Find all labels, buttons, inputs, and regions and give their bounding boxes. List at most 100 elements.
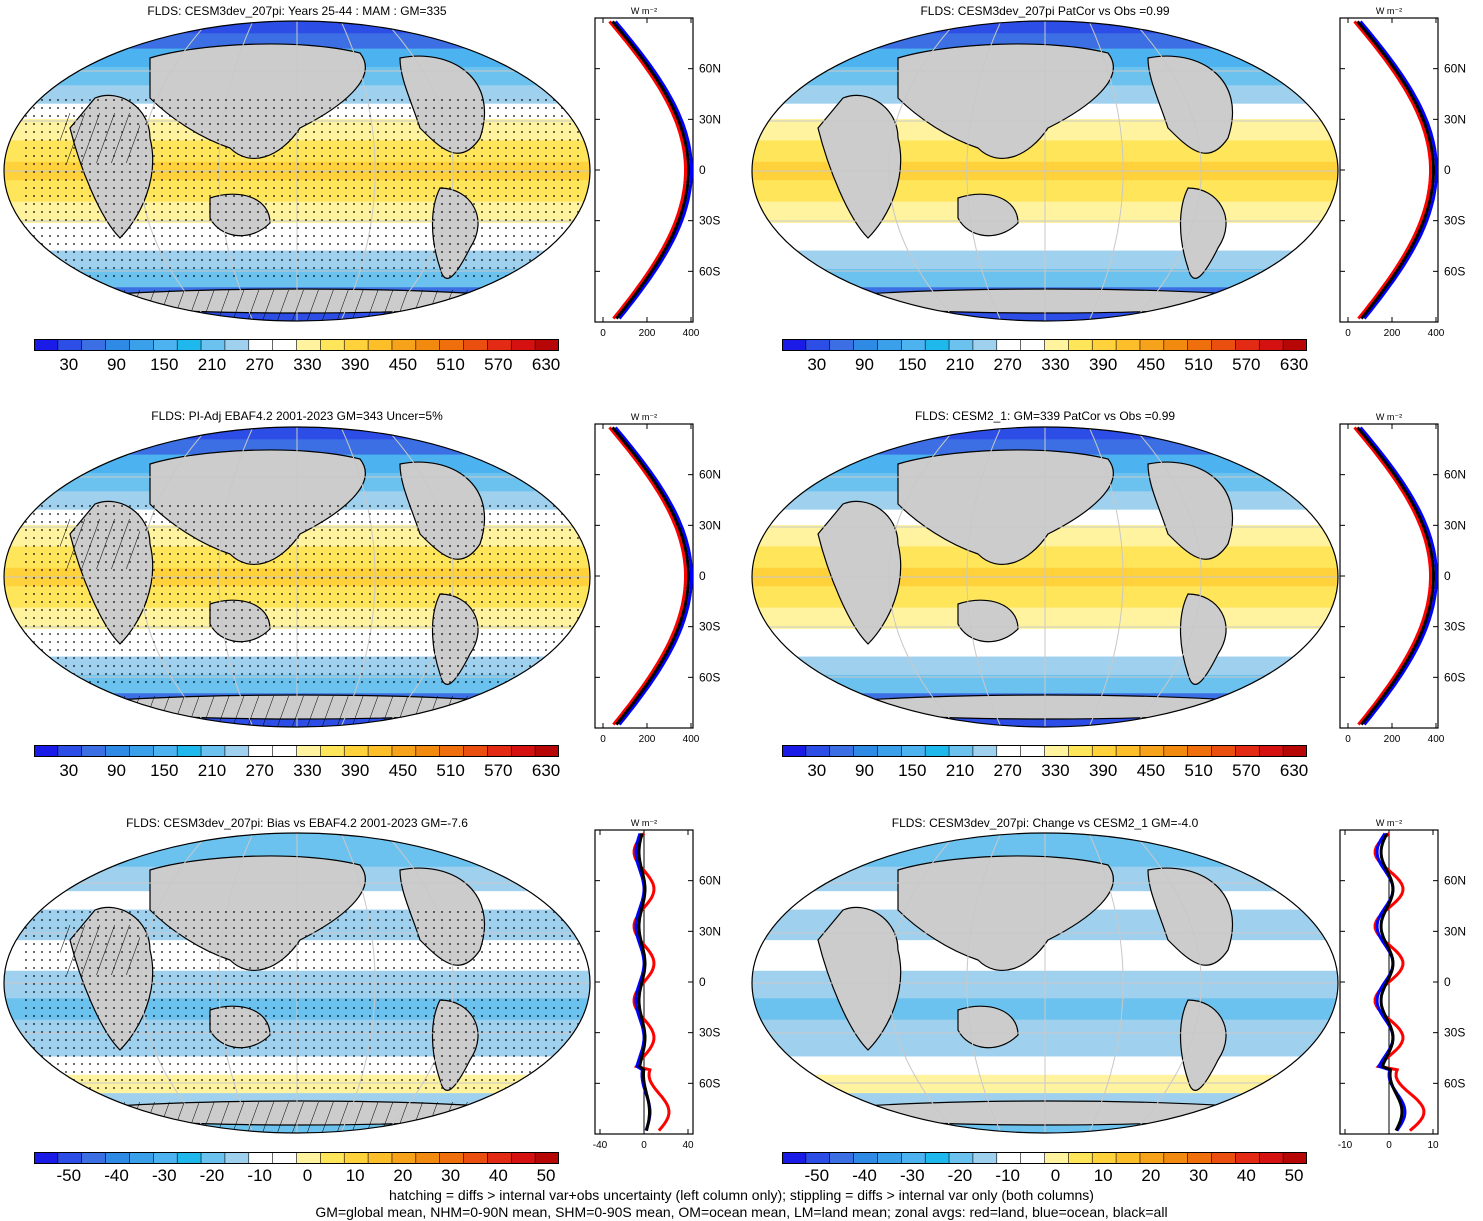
lat-tick-label: 60N bbox=[699, 62, 721, 76]
colorbar-4 bbox=[782, 745, 1307, 757]
colorbar-tick-label: 20 bbox=[393, 1166, 413, 1185]
colorbar-tick-label: -20 bbox=[947, 1166, 973, 1185]
zonal-panel-3: W m⁻² 60N 30N 0 30S 60S 0 200 400 bbox=[594, 412, 721, 745]
zonal-mean-line bbox=[1356, 426, 1435, 726]
colorbar-swatch bbox=[1235, 1152, 1260, 1164]
colorbar-tick-label: 30 bbox=[807, 761, 827, 780]
land-mass bbox=[897, 43, 1114, 159]
zonal-mean-line bbox=[632, 832, 671, 1132]
grid-longitude bbox=[1132, 427, 1202, 727]
land-mass bbox=[897, 855, 1114, 971]
colorbar-tick-label: 210 bbox=[197, 355, 227, 374]
grid-longitude bbox=[1132, 833, 1202, 1133]
zonal-mean-line bbox=[614, 426, 693, 726]
colorbar-swatch bbox=[344, 1152, 369, 1164]
colorbar-swatch bbox=[1044, 745, 1069, 757]
lat-tick-label: 0 bbox=[1444, 569, 1451, 583]
colorbar-tick-label: 0 bbox=[1050, 1166, 1061, 1185]
colorbar-tick-label: 10 bbox=[1093, 1166, 1113, 1185]
colorbar-swatch bbox=[1283, 745, 1307, 757]
colorbar-swatch bbox=[1139, 745, 1165, 757]
colorbar-swatch bbox=[153, 339, 178, 351]
zonal-units: W m⁻² bbox=[631, 6, 657, 16]
colorbar-swatch bbox=[177, 1152, 202, 1164]
land-mass bbox=[957, 193, 1019, 237]
colorbar-tick-label: 150 bbox=[898, 355, 927, 374]
colorbar-swatch bbox=[535, 339, 559, 351]
lat-tick-label: 30S bbox=[699, 620, 720, 634]
zonal-x-tick-label: 400 bbox=[683, 328, 700, 339]
colorbar-swatch bbox=[463, 339, 488, 351]
zonal-mean-line bbox=[637, 833, 651, 1131]
colorbar-swatch bbox=[415, 1152, 441, 1164]
colorbar-swatch bbox=[829, 1152, 855, 1164]
colorbar-swatch bbox=[1068, 339, 1093, 351]
hatch-overlay bbox=[60, 519, 140, 569]
zonal-x-tick-label: 0 bbox=[1386, 1140, 1392, 1151]
colorbar-swatch bbox=[829, 339, 855, 351]
colorbar-swatch bbox=[272, 1152, 297, 1164]
colorbar-swatch bbox=[1116, 1152, 1141, 1164]
grid-longitude bbox=[966, 21, 1002, 321]
zonal-panel-5: W m⁻² 60N 30N 0 30S 60S -40 0 40 bbox=[593, 818, 721, 1151]
lat-tick-label: 60S bbox=[1444, 670, 1465, 684]
panel-title-5: FLDS: CESM3dev_207pi: Bias vs EBAF4.2 20… bbox=[126, 816, 468, 830]
colorbar-swatch bbox=[129, 1152, 154, 1164]
colorbar-tick-label: 50 bbox=[536, 1166, 556, 1185]
colorbar-swatch bbox=[57, 339, 83, 351]
colorbar-swatch bbox=[248, 1152, 274, 1164]
colorbar-tick-label: -10 bbox=[995, 1166, 1020, 1185]
colorbar-tick-label: 390 bbox=[1088, 761, 1118, 780]
colorbar-swatch bbox=[1259, 745, 1284, 757]
colorbar-tick-label: 150 bbox=[150, 355, 179, 374]
zonal-x-tick-label: -40 bbox=[593, 1140, 608, 1151]
colorbar-tick-label: 270 bbox=[245, 355, 274, 374]
colorbar-swatch bbox=[105, 1152, 130, 1164]
colorbar-swatch bbox=[391, 339, 417, 351]
lat-tick-label: 0 bbox=[699, 163, 706, 177]
zonal-mean-line bbox=[1359, 20, 1438, 320]
colorbar-tick-label: 90 bbox=[855, 355, 874, 374]
lat-tick-label: 30N bbox=[1444, 924, 1466, 938]
colorbar-swatch bbox=[925, 745, 950, 757]
zonal-x-tick-label: 400 bbox=[1428, 734, 1445, 745]
lat-tick-label: 60N bbox=[699, 468, 721, 482]
colorbar-swatch bbox=[1139, 339, 1165, 351]
colorbar-swatch bbox=[972, 745, 998, 757]
lat-tick-label: 30S bbox=[699, 214, 720, 228]
map-outline bbox=[751, 832, 1339, 1134]
colorbar-swatch bbox=[248, 745, 274, 757]
lat-tick-label: 60S bbox=[699, 264, 720, 278]
colorbar-swatch bbox=[129, 339, 154, 351]
colorbar-swatch bbox=[201, 339, 226, 351]
colorbar-tick-label: 630 bbox=[1279, 355, 1309, 374]
land-mass bbox=[817, 906, 902, 1051]
colorbar-swatch bbox=[129, 745, 154, 757]
colorbar-swatch bbox=[320, 745, 345, 757]
colorbar-tick-label: 450 bbox=[388, 761, 418, 780]
colorbar-tick-label: 30 bbox=[441, 1166, 461, 1185]
colorbar-tick-label: 510 bbox=[1184, 355, 1213, 374]
lat-tick-label: 60N bbox=[699, 874, 721, 888]
colorbar-swatch bbox=[224, 339, 250, 351]
lat-tick-label: 30N bbox=[699, 924, 721, 938]
colorbar-swatch bbox=[439, 745, 465, 757]
colorbar-swatch bbox=[105, 339, 130, 351]
colorbar-tick-label: 90 bbox=[107, 355, 126, 374]
colorbar-swatch bbox=[949, 745, 974, 757]
colorbar-swatch bbox=[1163, 339, 1189, 351]
map-outline bbox=[3, 20, 591, 322]
zonal-frame bbox=[594, 17, 694, 323]
map-panel-1 bbox=[3, 20, 591, 322]
colorbar-swatch bbox=[1235, 745, 1260, 757]
colorbar-swatch bbox=[511, 745, 536, 757]
colorbar-tick-label: 390 bbox=[340, 355, 370, 374]
colorbar-swatch bbox=[463, 1152, 488, 1164]
colorbar-swatch bbox=[391, 1152, 417, 1164]
zonal-frame bbox=[1339, 423, 1439, 729]
colorbar-swatch bbox=[439, 1152, 465, 1164]
colorbar-tick-label: -30 bbox=[899, 1166, 925, 1185]
colorbar-tick-label: -40 bbox=[104, 1166, 129, 1185]
colorbar-tick-label: 570 bbox=[484, 355, 513, 374]
zonal-mean-line bbox=[1353, 426, 1432, 726]
